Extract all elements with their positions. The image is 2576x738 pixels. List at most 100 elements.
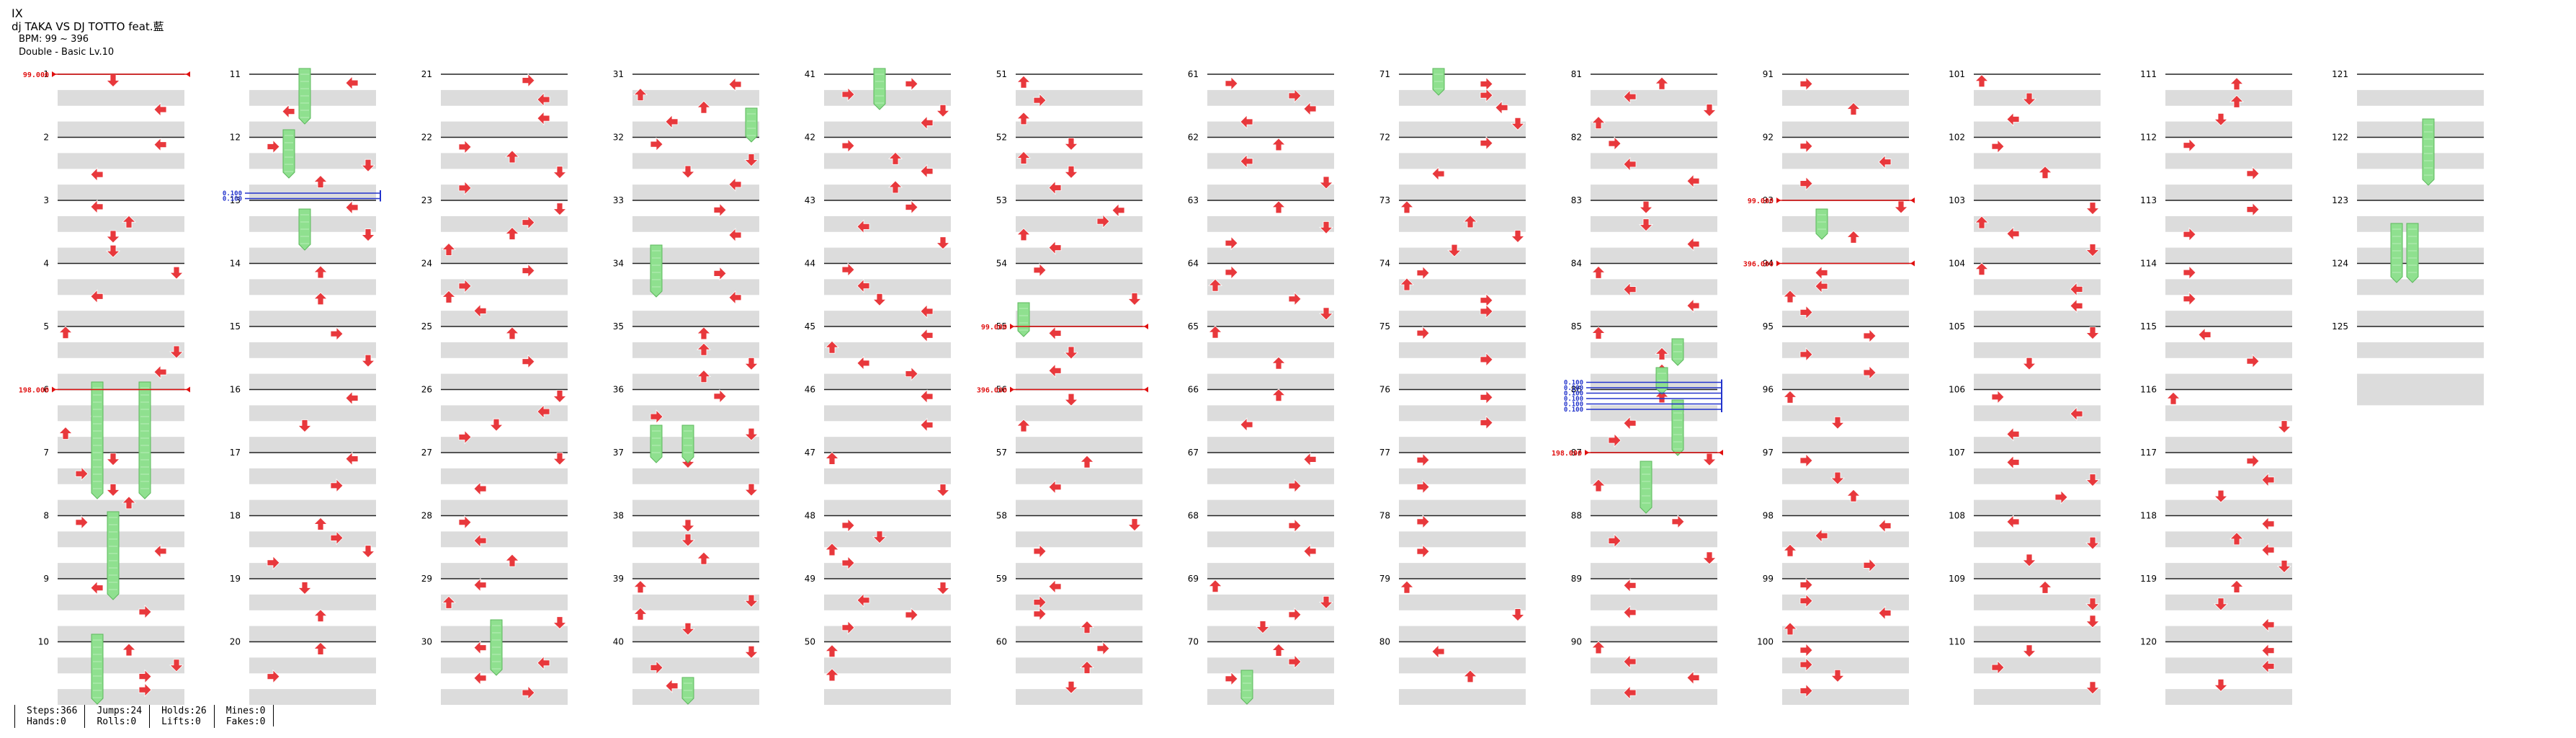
beat-band <box>1016 89 1142 106</box>
measure-number: 47 <box>805 448 815 458</box>
note-arrow <box>728 228 742 243</box>
measure-number: 117 <box>2140 448 2157 458</box>
beat-band <box>441 373 568 390</box>
note-arrow <box>1048 240 1062 255</box>
note-arrow <box>1033 543 1047 559</box>
hold-note <box>2390 223 2403 283</box>
note-arrow <box>2261 516 2275 531</box>
beat-band <box>249 153 376 169</box>
beat-band <box>824 311 951 326</box>
note-arrow <box>872 530 887 544</box>
note-arrow <box>2006 455 2020 470</box>
bpm-change-label: 99.000 <box>981 324 1007 332</box>
measure-number: 63 <box>1188 195 1199 205</box>
measure-number: 120 <box>2140 637 2157 647</box>
beat-band <box>632 689 759 705</box>
chart-column-5: 41 42 43 44 45 46 47 48 49 50 <box>805 68 951 705</box>
note-arrow <box>1480 135 1493 151</box>
measure-number: 4 <box>43 259 49 269</box>
note-arrow <box>473 670 487 685</box>
note-arrow <box>888 151 903 165</box>
beat-band <box>2165 89 2292 106</box>
note-arrow <box>920 328 934 343</box>
note-arrow <box>1080 660 1094 674</box>
note-arrow <box>1400 580 1414 594</box>
note-arrow <box>1799 593 1813 608</box>
stat-fakes: Fakes:0 <box>225 716 266 727</box>
beat-band <box>1591 247 1717 264</box>
note-arrow <box>2214 112 2228 126</box>
note-arrow <box>2230 77 2244 91</box>
note-arrow <box>1271 356 1286 370</box>
beat-band <box>1399 405 1526 422</box>
measure-number: 3 <box>43 195 49 205</box>
beat-band <box>441 531 568 548</box>
measure-number: 98 <box>1763 511 1774 521</box>
chart-column-8: 71 72 73 74 75 76 77 78 79 80 <box>1379 68 1526 705</box>
beat-band <box>1016 311 1142 326</box>
beat-band <box>1782 657 1909 674</box>
measure-number: 33 <box>613 195 624 205</box>
beat-band <box>1974 657 2101 674</box>
note-arrow <box>1225 76 1238 91</box>
measure-number: 41 <box>805 69 815 79</box>
beat-band <box>249 689 376 705</box>
beat-band <box>2165 215 2292 232</box>
note-arrow <box>153 365 167 380</box>
measure-number: 53 <box>996 195 1007 205</box>
song-artist: dj TAKA VS DJ TOTTO feat.藍 <box>12 20 164 33</box>
note-arrow <box>1991 389 2005 404</box>
measure-number: 123 <box>2332 195 2348 205</box>
measure-number: 31 <box>613 69 624 79</box>
beat-band <box>441 279 568 295</box>
beat-band <box>249 437 376 453</box>
chart-column-10: 91 92 93 94 95 96 97 98 99 100 <box>1757 69 1909 705</box>
bpm-change-1: 99.000 <box>23 71 190 79</box>
measure-number: 37 <box>613 448 624 458</box>
beat-band <box>1207 405 1334 422</box>
measure-number: 55 <box>996 321 1007 332</box>
beat-band <box>249 311 376 326</box>
note-arrow <box>313 174 328 188</box>
stat-end-divider <box>272 705 274 726</box>
measure-number: 78 <box>1379 511 1390 521</box>
chart-column-2: 11 12 13 14 15 16 17 18 19 20 <box>230 68 376 705</box>
note-arrow <box>1591 479 1606 492</box>
stat-group-steps: Steps:366 Hands:0 <box>14 705 84 728</box>
beat-band <box>441 89 568 106</box>
measure-number: 14 <box>230 259 241 269</box>
measure-number: 39 <box>613 574 624 584</box>
beat-band <box>1591 657 1717 674</box>
note-arrow <box>313 609 328 623</box>
note-arrow <box>1591 116 1606 130</box>
chart-end-band <box>2357 389 2484 406</box>
measure-number: 58 <box>996 511 1007 521</box>
beat-band <box>2357 153 2484 169</box>
note-arrow <box>75 515 89 530</box>
note-arrow <box>2230 532 2244 546</box>
note-arrow <box>936 582 950 595</box>
note-arrow <box>1064 165 1078 179</box>
beat-band <box>1591 437 1717 453</box>
note-arrow <box>313 517 328 530</box>
stat-steps: Steps:366 <box>27 706 78 716</box>
note-arrow <box>2183 227 2196 242</box>
beat-band <box>2357 184 2484 200</box>
measure-number: 28 <box>421 511 432 521</box>
beat-band <box>1399 689 1526 705</box>
note-arrow <box>2006 427 2020 442</box>
note-arrow <box>90 199 104 214</box>
beat-band <box>441 468 568 484</box>
note-arrow <box>537 111 550 126</box>
note-arrow <box>1463 670 1477 683</box>
beat-band <box>632 657 759 674</box>
measure-number: 112 <box>2140 133 2157 143</box>
note-arrow <box>1623 89 1637 105</box>
note-arrow <box>1863 329 1877 343</box>
chart-difficulty: Double - Basic Lv.10 <box>19 47 115 58</box>
measure-number: 1 <box>43 69 49 79</box>
note-arrow <box>1064 680 1078 694</box>
bpm-change-label: 396.000 <box>1743 261 1774 269</box>
note-arrow <box>330 326 344 342</box>
